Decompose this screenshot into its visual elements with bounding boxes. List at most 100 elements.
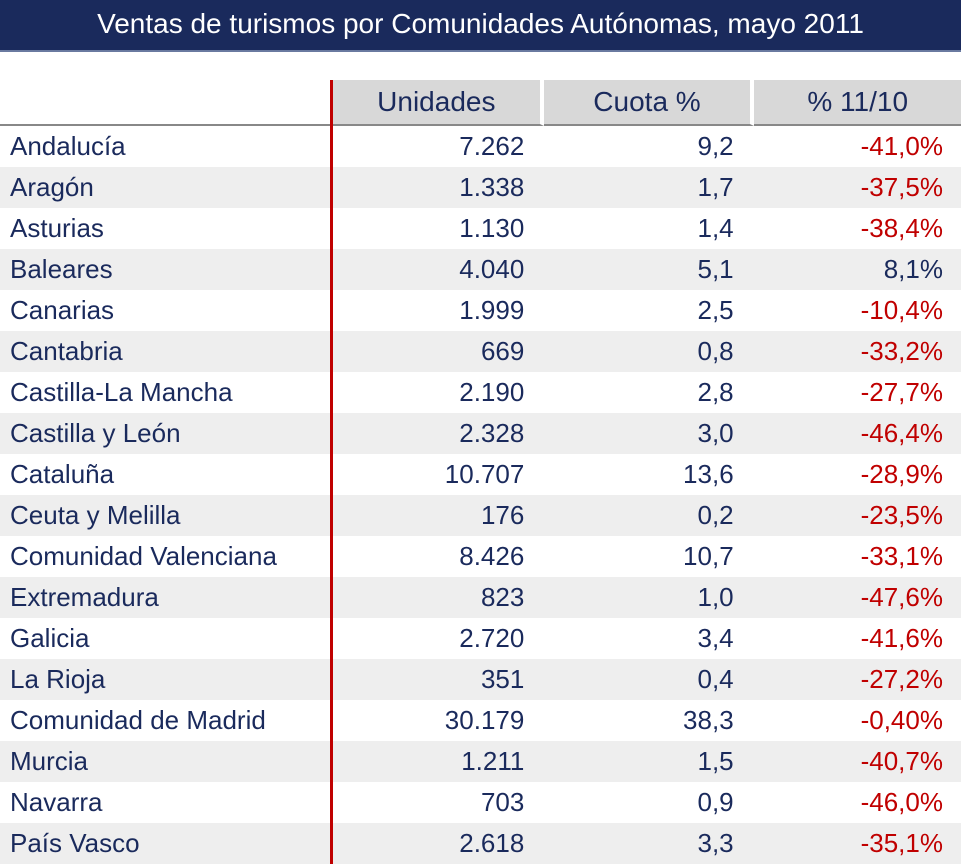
cell-unidades: 10.707 (333, 454, 542, 495)
cell-cuota: 1,0 (542, 577, 751, 618)
region-label: País Vasco (0, 823, 330, 864)
cell-pct: -40,7% (752, 741, 961, 782)
table-row: Baleares4.0405,18,1% (0, 249, 961, 290)
cell-unidades: 8.426 (333, 536, 542, 577)
row-data-cols: 7030,9-46,0% (330, 782, 961, 823)
cell-unidades: 7.262 (333, 126, 542, 167)
row-data-cols: 2.6183,3-35,1% (330, 823, 961, 864)
table-row: Galicia2.7203,4-41,6% (0, 618, 961, 659)
row-data-cols: 2.7203,4-41,6% (330, 618, 961, 659)
region-label: Castilla-La Mancha (0, 372, 330, 413)
cell-pct: -41,0% (752, 126, 961, 167)
cell-unidades: 30.179 (333, 700, 542, 741)
region-label: Aragón (0, 167, 330, 208)
table-row: Cantabria6690,8-33,2% (0, 331, 961, 372)
table-row: Castilla y León2.3283,0-46,4% (0, 413, 961, 454)
table-container: Ventas de turismos por Comunidades Autón… (0, 0, 961, 864)
row-data-cols: 2.3283,0-46,4% (330, 413, 961, 454)
cell-pct: -33,1% (752, 536, 961, 577)
col-header-pct: % 11/10 (754, 80, 961, 126)
region-label: Cantabria (0, 331, 330, 372)
row-data-cols: 1.3381,7-37,5% (330, 167, 961, 208)
region-label: Canarias (0, 290, 330, 331)
cell-cuota: 3,4 (542, 618, 751, 659)
cell-cuota: 0,8 (542, 331, 751, 372)
row-data-cols: 10.70713,6-28,9% (330, 454, 961, 495)
region-label: Murcia (0, 741, 330, 782)
table-row: Comunidad Valenciana8.42610,7-33,1% (0, 536, 961, 577)
cell-unidades: 1.130 (333, 208, 542, 249)
row-data-cols: 3510,4-27,2% (330, 659, 961, 700)
region-label: Navarra (0, 782, 330, 823)
cell-pct: -33,2% (752, 331, 961, 372)
cell-pct: -47,6% (752, 577, 961, 618)
cell-cuota: 9,2 (542, 126, 751, 167)
cell-cuota: 3,3 (542, 823, 751, 864)
row-data-cols: 4.0405,18,1% (330, 249, 961, 290)
cell-unidades: 669 (333, 331, 542, 372)
header-empty-cell (0, 80, 330, 126)
row-data-cols: 8.42610,7-33,1% (330, 536, 961, 577)
row-data-cols: 30.17938,3-0,40% (330, 700, 961, 741)
cell-unidades: 176 (333, 495, 542, 536)
row-data-cols: 1.9992,5-10,4% (330, 290, 961, 331)
table-row: Comunidad de Madrid30.17938,3-0,40% (0, 700, 961, 741)
cell-cuota: 10,7 (542, 536, 751, 577)
table-row: Cataluña10.70713,6-28,9% (0, 454, 961, 495)
table-row: Aragón1.3381,7-37,5% (0, 167, 961, 208)
region-label: Cataluña (0, 454, 330, 495)
header-data-cols: Unidades Cuota % % 11/10 (330, 80, 961, 126)
region-label: Galicia (0, 618, 330, 659)
cell-unidades: 2.618 (333, 823, 542, 864)
cell-unidades: 2.190 (333, 372, 542, 413)
cell-pct: -46,0% (752, 782, 961, 823)
cell-pct: -10,4% (752, 290, 961, 331)
cell-cuota: 0,2 (542, 495, 751, 536)
col-header-unidades: Unidades (333, 80, 544, 126)
row-data-cols: 6690,8-33,2% (330, 331, 961, 372)
region-label: Ceuta y Melilla (0, 495, 330, 536)
region-label: Comunidad Valenciana (0, 536, 330, 577)
cell-pct: -23,5% (752, 495, 961, 536)
cell-pct: -0,40% (752, 700, 961, 741)
table-row: Murcia1.2111,5-40,7% (0, 741, 961, 782)
table-row: Canarias1.9992,5-10,4% (0, 290, 961, 331)
table-row: La Rioja3510,4-27,2% (0, 659, 961, 700)
cell-pct: -38,4% (752, 208, 961, 249)
table-row: Extremadura8231,0-47,6% (0, 577, 961, 618)
cell-cuota: 1,5 (542, 741, 751, 782)
table-row: Navarra7030,9-46,0% (0, 782, 961, 823)
region-label: Extremadura (0, 577, 330, 618)
cell-cuota: 0,9 (542, 782, 751, 823)
cell-unidades: 351 (333, 659, 542, 700)
row-data-cols: 8231,0-47,6% (330, 577, 961, 618)
table-title: Ventas de turismos por Comunidades Autón… (0, 0, 961, 52)
cell-cuota: 5,1 (542, 249, 751, 290)
row-data-cols: 2.1902,8-27,7% (330, 372, 961, 413)
region-label: Comunidad de Madrid (0, 700, 330, 741)
table-row: País Vasco2.6183,3-35,1% (0, 823, 961, 864)
cell-pct: -35,1% (752, 823, 961, 864)
cell-cuota: 1,7 (542, 167, 751, 208)
row-data-cols: 7.2629,2-41,0% (330, 126, 961, 167)
cell-unidades: 703 (333, 782, 542, 823)
cell-pct: -28,9% (752, 454, 961, 495)
cell-unidades: 823 (333, 577, 542, 618)
cell-cuota: 2,8 (542, 372, 751, 413)
cell-pct: 8,1% (752, 249, 961, 290)
region-label: Andalucía (0, 126, 330, 167)
cell-unidades: 2.720 (333, 618, 542, 659)
cell-pct: -41,6% (752, 618, 961, 659)
cell-pct: -27,7% (752, 372, 961, 413)
table-row: Andalucía7.2629,2-41,0% (0, 126, 961, 167)
table-row: Ceuta y Melilla1760,2-23,5% (0, 495, 961, 536)
table-row: Castilla-La Mancha2.1902,8-27,7% (0, 372, 961, 413)
cell-unidades: 2.328 (333, 413, 542, 454)
cell-pct: -27,2% (752, 659, 961, 700)
cell-cuota: 38,3 (542, 700, 751, 741)
region-label: Baleares (0, 249, 330, 290)
cell-pct: -37,5% (752, 167, 961, 208)
row-data-cols: 1.2111,5-40,7% (330, 741, 961, 782)
cell-cuota: 13,6 (542, 454, 751, 495)
cell-cuota: 1,4 (542, 208, 751, 249)
